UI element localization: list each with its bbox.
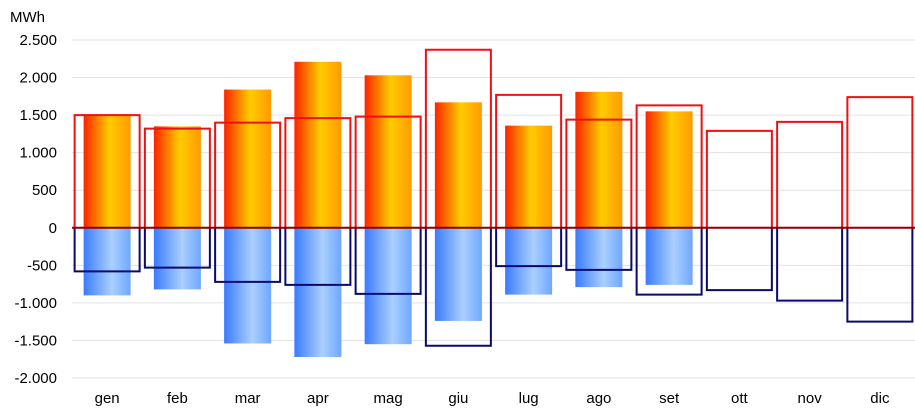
outline-bar-negative (424, 227, 492, 347)
outline-bar-positive (284, 117, 352, 228)
outline-bars (73, 48, 914, 347)
bar-negative (294, 227, 342, 357)
outline-bar-negative (705, 227, 773, 292)
y-tick-label: 1.500 (19, 107, 57, 124)
x-tick-label: mar (235, 390, 261, 407)
outline-bar-positive (776, 120, 844, 228)
y-tick-label: 2.000 (19, 70, 57, 87)
bar-negative (83, 227, 131, 296)
bar-positive (364, 75, 412, 228)
outline-bar-negative (354, 227, 422, 295)
y-tick-label: 2.500 (19, 32, 57, 49)
outline-bar-negative (846, 227, 914, 323)
bar-positive (153, 126, 201, 228)
bar-negative (364, 227, 412, 345)
y-tick-labels: 2.500 2.000 1.500 1.000 500 0 -500 -1.000 -1.500… (14, 32, 57, 387)
x-tick-label: gen (95, 390, 120, 407)
bar-negative (505, 227, 553, 295)
bar-negative (434, 227, 482, 321)
y-tick-label: -500 (27, 257, 57, 274)
y-tick-label: -1.500 (14, 332, 57, 349)
bar-negative (153, 227, 201, 290)
outline-bar-negative (635, 227, 703, 296)
bar-positive (505, 125, 553, 228)
outline-bar-positive (143, 127, 211, 228)
bar-positive (83, 114, 131, 228)
bar-positive (575, 91, 623, 228)
x-tick-label: lug (519, 390, 539, 407)
outline-bar-negative (776, 227, 844, 302)
outline-bar-positive (73, 114, 141, 228)
outline-bar-negative (284, 227, 352, 286)
y-unit-label: MWh (10, 9, 45, 26)
bar-positive (294, 61, 342, 228)
y-tick-label: -2.000 (14, 370, 57, 387)
x-tick-label: ago (586, 390, 611, 407)
bar-negative (575, 227, 623, 288)
y-tick-label: 1.000 (19, 145, 57, 162)
y-tick-label: 0 (49, 220, 57, 237)
outline-bar-negative (495, 227, 563, 268)
bar-positive (434, 102, 482, 228)
bars (83, 61, 693, 357)
x-tick-label: mag (374, 390, 403, 407)
outline-bar-positive (495, 93, 563, 228)
outline-bar-positive (424, 48, 492, 228)
x-tick-label: nov (798, 390, 823, 407)
outline-bar-negative (565, 227, 633, 271)
outline-bar-positive (846, 96, 914, 228)
outline-bar-positive (635, 104, 703, 228)
bar-positive (224, 89, 272, 228)
outline-bar-positive (214, 121, 282, 228)
outline-bar-negative (214, 227, 282, 283)
x-tick-label: set (659, 390, 680, 407)
x-tick-label: giu (448, 390, 468, 407)
outline-bar-positive (565, 118, 633, 228)
x-tick-label: feb (167, 390, 188, 407)
x-tick-label: ott (731, 390, 749, 407)
bar-negative (645, 227, 693, 285)
x-tick-label: dic (870, 390, 890, 407)
y-tick-label: -1.000 (14, 295, 57, 312)
x-tick-labels: gen feb mar apr mag giu lug ago set ott nov dic (95, 390, 890, 407)
outline-bar-negative (73, 227, 141, 273)
bar-positive (645, 111, 693, 228)
x-tick-label: apr (307, 390, 329, 407)
outline-bar-positive (705, 129, 773, 228)
bar-negative (224, 227, 272, 344)
y-tick-label: 500 (32, 182, 57, 199)
outline-bar-positive (354, 115, 422, 228)
outline-bar-negative (143, 227, 211, 269)
